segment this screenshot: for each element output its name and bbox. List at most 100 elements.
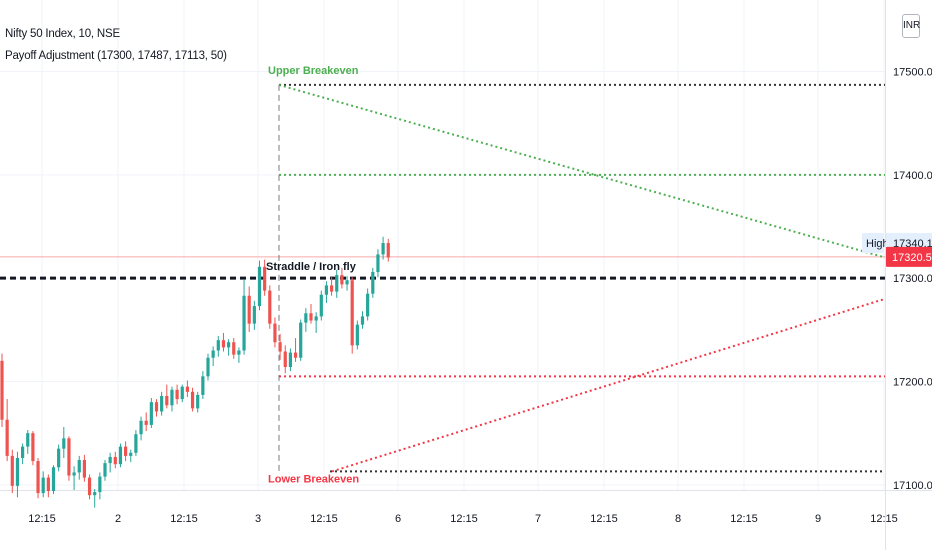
candle xyxy=(227,339,231,356)
candle-body xyxy=(247,295,251,324)
price-axis: 17100.00 17200.00 17300.00 17400.00 17500.00 xyxy=(893,67,932,492)
candle-body xyxy=(46,477,50,492)
candle xyxy=(252,300,256,330)
upper-breakeven-label: Upper Breakeven xyxy=(268,65,359,77)
candle xyxy=(273,317,277,348)
candles xyxy=(0,236,390,508)
candle-body xyxy=(350,280,354,346)
candle xyxy=(319,290,323,321)
y-tick-label: 17100.00 xyxy=(893,480,932,492)
candle-body xyxy=(149,402,153,425)
candle xyxy=(139,416,143,441)
x-tick-label: 12:15 xyxy=(28,513,56,525)
candle xyxy=(345,276,349,291)
candle-body xyxy=(221,340,226,348)
candle xyxy=(87,474,92,500)
candle xyxy=(288,348,292,372)
candle xyxy=(103,460,107,481)
candle-body xyxy=(371,271,375,294)
candle xyxy=(160,391,164,416)
candle-body xyxy=(273,323,277,343)
candle xyxy=(175,384,179,405)
candle-body xyxy=(21,446,25,458)
candle xyxy=(350,277,354,354)
candle-body xyxy=(124,446,128,456)
high-label: High xyxy=(866,238,889,250)
candle-body xyxy=(175,389,179,400)
candle-body xyxy=(165,395,169,406)
candle-body xyxy=(77,460,81,473)
candle xyxy=(283,345,287,374)
candle-body xyxy=(180,386,184,400)
candle xyxy=(304,308,308,332)
candle xyxy=(201,371,205,400)
candle-body xyxy=(57,448,61,468)
candle-body xyxy=(288,352,292,368)
candle xyxy=(67,436,71,481)
time-axis: 12:15 2 12:15 3 12:15 6 12:15 7 12:15 8 12:15 9 12:1… xyxy=(28,513,898,525)
lower-breakeven-label: Lower Breakeven xyxy=(268,473,359,485)
candle-body xyxy=(185,386,189,392)
candle xyxy=(98,472,102,500)
candle xyxy=(5,399,9,462)
candle xyxy=(196,391,200,413)
candle-body xyxy=(51,467,56,492)
candle xyxy=(154,399,159,417)
candle xyxy=(113,451,117,469)
candle-body xyxy=(293,352,298,358)
x-tick-label: 12:15 xyxy=(170,513,198,525)
grid-lines xyxy=(0,0,885,490)
candle xyxy=(26,430,30,454)
candle-body xyxy=(31,433,35,462)
candle-body xyxy=(118,446,123,465)
candle xyxy=(360,311,365,329)
candle-body xyxy=(139,420,143,435)
candle-body xyxy=(170,389,174,406)
y-tick-label: 17500.00 xyxy=(893,67,932,79)
candle xyxy=(15,451,20,498)
candle-body xyxy=(257,266,262,307)
candle-body xyxy=(113,456,117,465)
last-price-value: 17320.55 xyxy=(892,252,932,264)
indicator-legend[interactable]: Payoff Adjustment (17300, 17487, 17113, … xyxy=(5,50,227,62)
candle-body xyxy=(62,438,66,449)
candle-body xyxy=(103,463,107,477)
currency-button[interactable]: INR xyxy=(902,14,920,38)
candle-body xyxy=(108,456,112,464)
candle-body xyxy=(201,376,205,395)
candle-body xyxy=(15,457,20,486)
x-tick-label: 12:15 xyxy=(450,513,478,525)
candle-body xyxy=(376,254,380,272)
candle-body xyxy=(242,295,246,351)
candle-body xyxy=(227,342,231,348)
candle-body xyxy=(93,492,97,496)
candle xyxy=(62,426,66,458)
candle-body xyxy=(355,324,359,346)
x-tick-label: 6 xyxy=(395,513,401,525)
candle xyxy=(371,267,375,298)
candle xyxy=(93,488,97,508)
candle xyxy=(82,454,86,482)
y-tick-label: 17300.00 xyxy=(893,273,932,285)
candle-body xyxy=(381,243,385,255)
candle-body xyxy=(386,243,390,258)
symbol-legend[interactable]: Nifty 50 Index, 10, NSE xyxy=(5,28,120,40)
candle-body xyxy=(319,294,323,317)
candle-body xyxy=(36,461,40,494)
candle-body xyxy=(98,476,102,493)
candle xyxy=(144,412,148,432)
candle xyxy=(72,466,76,490)
candle-body xyxy=(72,472,76,476)
candle xyxy=(216,336,220,357)
last-price-badge xyxy=(886,246,932,267)
candle-body xyxy=(330,285,334,292)
candle xyxy=(165,384,169,409)
candle-body xyxy=(324,285,329,295)
candle xyxy=(242,279,246,355)
candle-body xyxy=(67,438,71,476)
candle xyxy=(190,387,195,412)
candle xyxy=(46,474,50,498)
candle xyxy=(355,320,359,350)
